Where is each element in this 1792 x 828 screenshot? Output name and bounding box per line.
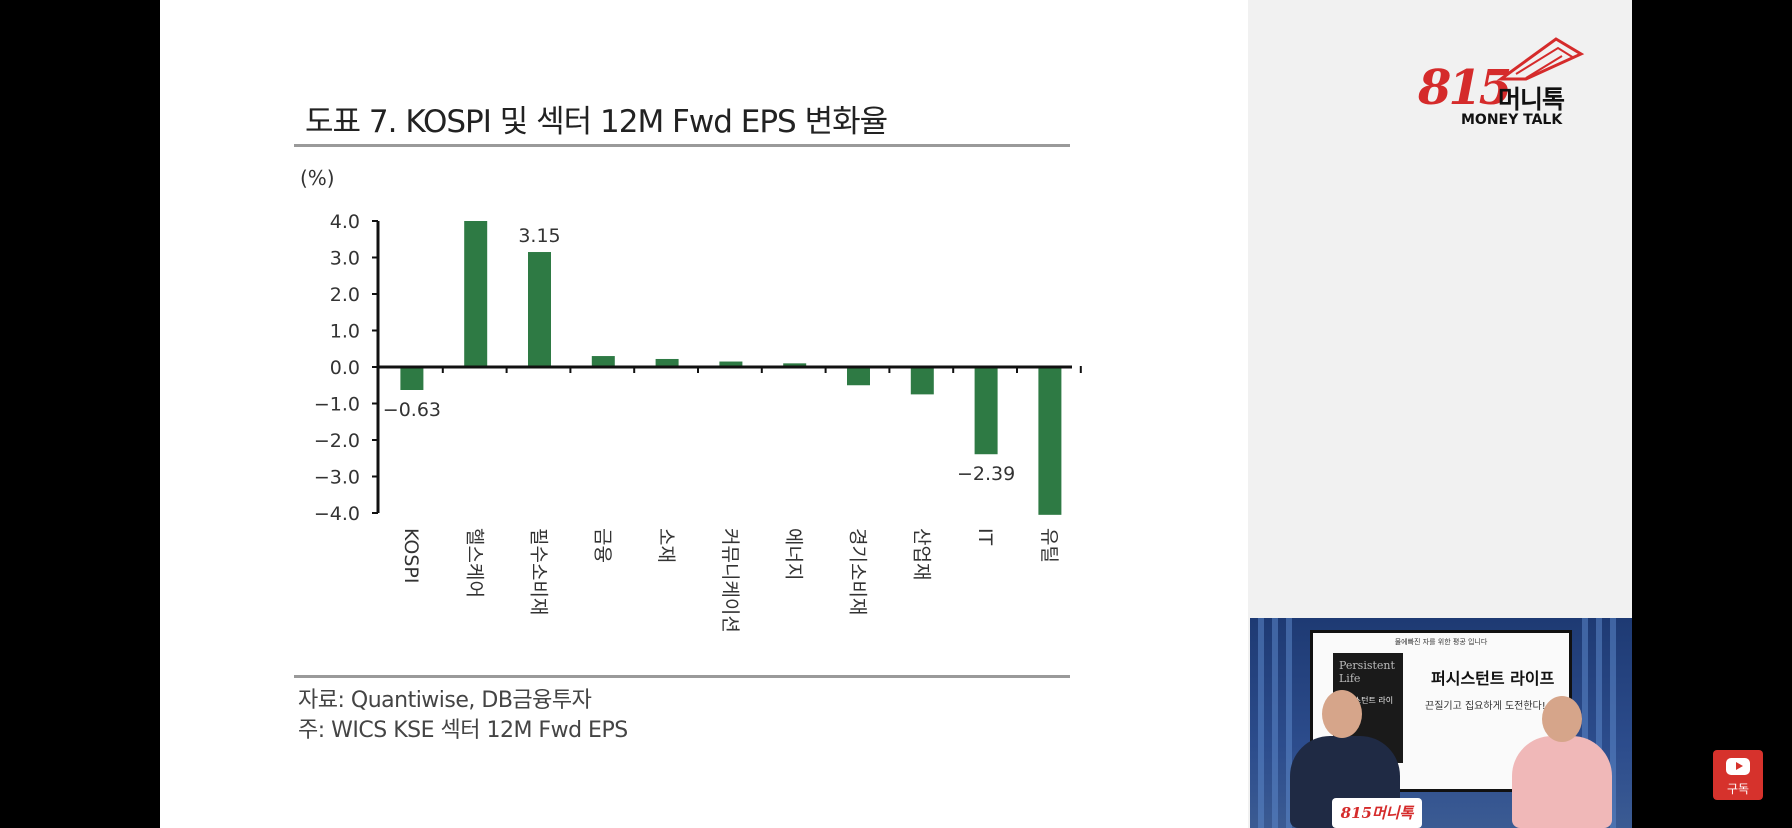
- x-tick-label: 금융: [591, 528, 613, 563]
- book-title: Persistent Life: [1339, 659, 1395, 685]
- x-tick-label: 커뮤니케이션: [719, 528, 741, 633]
- x-tick-label: 유틸: [1038, 528, 1060, 563]
- y-tick-label: −4.0: [314, 503, 360, 525]
- y-tick-label: −2.0: [314, 430, 360, 452]
- y-unit-label: (%): [300, 166, 335, 190]
- x-tick-label: 필수소비재: [528, 528, 550, 615]
- slide: [160, 0, 1248, 828]
- eps-bar-chart: (%) 4.0 3.0 2.0 1.0 0.0 −1.0 −2.0 −3.0 −4.0 −0.6…: [300, 166, 1082, 633]
- bar-산업재: [910, 367, 934, 395]
- x-tick-label: 소재: [655, 528, 677, 563]
- x-tick-label: IT: [974, 528, 996, 546]
- y-tick-label: 2.0: [330, 284, 360, 306]
- notes-divider: [294, 675, 1070, 678]
- x-tick-label: KOSPI: [400, 528, 422, 584]
- x-tick-label: 산업재: [910, 528, 932, 580]
- screen-subline: 끈질기고 집요하게 도전한다!: [1425, 701, 1546, 712]
- host-right-head: [1542, 696, 1582, 742]
- bars: [400, 221, 1062, 515]
- bar-KOSPI: [400, 367, 424, 390]
- data-label: −0.63: [383, 399, 441, 421]
- logo-subtitle: MONEY TALK: [1461, 112, 1563, 128]
- desk-logo: 815머니톡: [1332, 798, 1422, 828]
- x-axis-labels: KOSPI 헬스케어 필수소비재 금융 소재 커뮤니케이션 에너지 경기소비재 산업재 IT 유틸: [400, 528, 1060, 633]
- x-tick-label: 에너지: [783, 528, 805, 580]
- screen-headline: 퍼시스턴트 라이프: [1431, 669, 1555, 688]
- data-labels: −0.63 3.15 −2.39: [383, 225, 1015, 485]
- bar-유틸: [1038, 367, 1062, 515]
- channel-logo: 815 머니톡 MONEY TALK: [1418, 34, 1588, 130]
- youtube-play-icon: [1726, 758, 1750, 775]
- bar-금융: [591, 356, 615, 367]
- data-label: −2.39: [957, 463, 1015, 485]
- host-left-head: [1322, 690, 1362, 738]
- title-divider: [294, 144, 1070, 147]
- chart-title: 도표 7. KOSPI 및 섹터 12M Fwd EPS 변화율: [305, 104, 888, 140]
- bar-헬스케어: [464, 221, 488, 367]
- screen-caption: 물에빠진 자를 위한 평공 입니다: [1394, 638, 1488, 646]
- host-right: [1512, 736, 1612, 828]
- logo-word: 머니톡: [1498, 85, 1565, 114]
- bar-IT: [974, 367, 998, 455]
- y-tick-label: −3.0: [314, 467, 360, 489]
- bar-에너지: [783, 363, 807, 367]
- x-tick-label: 경기소비재: [847, 528, 869, 615]
- bar-경기소비재: [847, 367, 870, 386]
- bar-커뮤니케이션: [719, 361, 743, 367]
- footnote: 주: WICS KSE 섹터 12M Fwd EPS: [298, 718, 628, 743]
- logo-swoosh-icon: [1496, 37, 1585, 81]
- y-tick-label: 4.0: [330, 211, 360, 233]
- webcam-overlay: 물에빠진 자를 위한 평공 입니다 Persistent Life 퍼시스턴트 …: [1250, 618, 1632, 828]
- y-tick-label: 3.0: [330, 248, 360, 270]
- y-tick-label: −1.0: [314, 394, 360, 416]
- y-tick-label: 1.0: [330, 321, 360, 343]
- source-note: 자료: Quantiwise, DB금융투자: [298, 688, 592, 713]
- bar-소재: [655, 358, 679, 367]
- x-tick-label: 헬스케어: [464, 528, 486, 598]
- y-tick-label: 0.0: [330, 357, 360, 379]
- x-axis-tickmarks: [441, 366, 1082, 373]
- data-label: 3.15: [518, 225, 560, 247]
- y-axis-ticks: 4.0 3.0 2.0 1.0 0.0 −1.0 −2.0 −3.0 −4.0: [314, 211, 378, 525]
- logo-number: 815: [1418, 60, 1512, 116]
- bar-필수소비재: [528, 252, 551, 367]
- subscribe-button[interactable]: 구독: [1713, 750, 1763, 800]
- subscribe-label: 구독: [1726, 782, 1750, 796]
